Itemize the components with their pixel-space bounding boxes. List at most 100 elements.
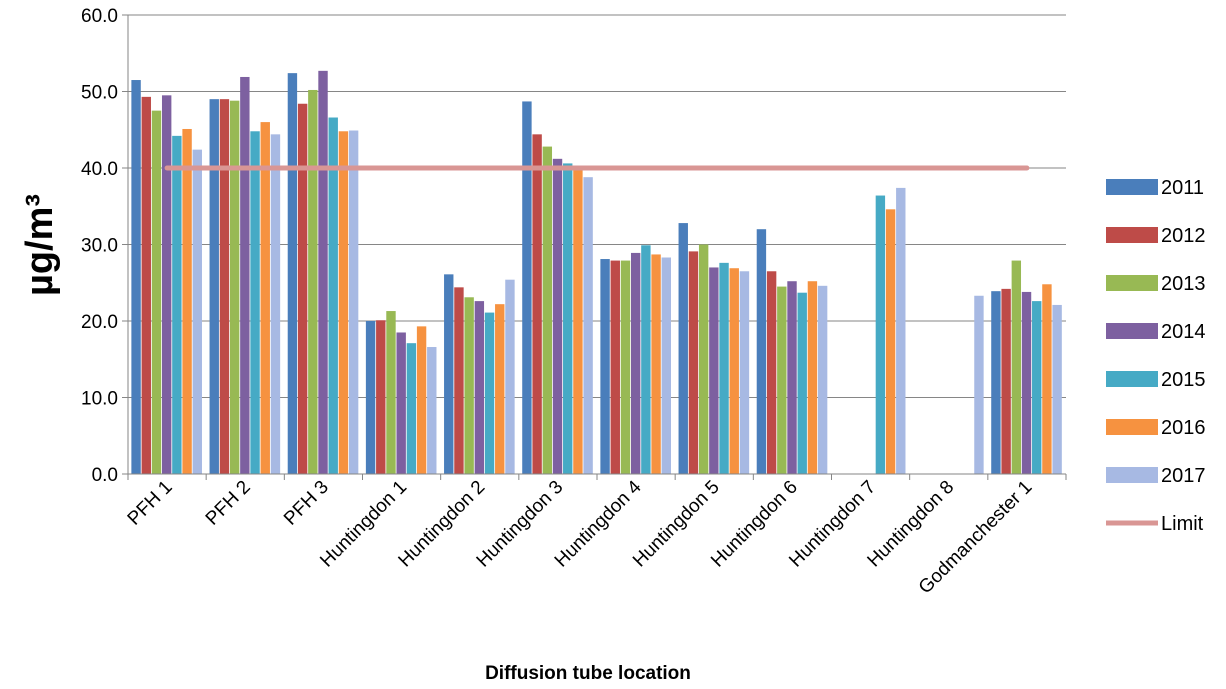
y-tick-label: 10.0 (81, 389, 118, 410)
bar-2013-7 (698, 244, 709, 474)
legend-swatch-2014 (1106, 323, 1158, 339)
bar-2011-4 (444, 274, 454, 474)
y-axis-label: µg/m³ (19, 194, 61, 296)
bar-2014-7 (709, 267, 719, 474)
legend-swatch-2013 (1106, 275, 1158, 291)
bar-2013-5 (542, 146, 553, 474)
bar-2014-6 (630, 252, 641, 474)
legend: 2011 2012 2013 2014 2015 2016 2017 Limit (1106, 177, 1206, 535)
bar-2012-3 (376, 320, 386, 474)
bar-2016-4 (495, 304, 505, 474)
bar-2012-2 (297, 103, 308, 475)
y-tick-label: 60.0 (81, 6, 118, 27)
bar-2014-1 (240, 76, 250, 474)
legend-swatch-2015 (1106, 371, 1158, 387)
bar-2017-5 (583, 177, 593, 474)
bar-2015-4 (484, 312, 495, 474)
bar-2014-5 (552, 158, 563, 474)
bar-2011-6 (600, 259, 610, 474)
bar-2011-0 (131, 80, 141, 474)
bar-2015-2 (328, 117, 338, 474)
bar-2016-1 (260, 122, 270, 474)
bar-2014-4 (474, 301, 485, 474)
x-tick-label: PFH 2 (202, 477, 255, 530)
legend-swatch-2011 (1106, 179, 1158, 195)
bar-2012-6 (610, 260, 620, 474)
bar-2013-2 (308, 89, 318, 474)
x-axis-label: Diffusion tube location (485, 663, 691, 684)
bar-2012-1 (219, 99, 230, 475)
legend-swatch-2016 (1106, 419, 1158, 435)
bar-2017-10 (974, 295, 984, 474)
bar-2014-3 (396, 332, 406, 474)
bar-2015-7 (719, 262, 729, 474)
legend-label-2012: 2012 (1161, 225, 1206, 247)
y-tick-label: 40.0 (81, 159, 118, 180)
bar-2017-4 (505, 279, 515, 474)
legend-swatch-2012 (1106, 227, 1158, 243)
axes (127, 15, 1067, 480)
bar-2015-11 (1032, 301, 1042, 474)
bar-2017-8 (817, 285, 828, 474)
bar-2016-5 (573, 168, 583, 474)
bar-2011-11 (991, 291, 1001, 474)
bar-2012-4 (454, 287, 464, 474)
bar-2017-1 (270, 134, 281, 474)
bar-2017-2 (348, 130, 359, 474)
bar-2013-0 (151, 110, 162, 475)
x-tick-label: PFH 3 (280, 477, 333, 530)
bar-2017-3 (427, 347, 437, 474)
bar-2011-2 (287, 73, 298, 474)
bar-2015-6 (641, 245, 651, 474)
bar-2011-7 (678, 223, 688, 474)
bar-2016-8 (807, 281, 818, 474)
bar-2011-5 (522, 101, 532, 474)
bar-2016-3 (416, 326, 427, 474)
bar-2016-7 (729, 268, 739, 474)
legend-label-2016: 2016 (1161, 417, 1206, 439)
bar-2013-3 (386, 311, 396, 474)
bar-2013-4 (464, 297, 474, 474)
legend-swatch-2017 (1106, 467, 1158, 483)
legend-label-2013: 2013 (1161, 273, 1206, 295)
bar-2011-8 (756, 229, 767, 474)
bar-2014-0 (161, 95, 172, 474)
bar-2016-6 (651, 254, 661, 474)
bar-2017-7 (739, 271, 750, 474)
bar-2015-9 (875, 195, 886, 475)
y-tick-label: 0.0 (92, 465, 118, 486)
legend-label-2017: 2017 (1161, 465, 1206, 487)
bar-2015-0 (172, 135, 182, 474)
bar-2013-6 (620, 260, 631, 474)
bar-2013-11 (1011, 260, 1022, 474)
bar-2011-1 (209, 99, 219, 475)
y-tick-label: 50.0 (81, 83, 118, 104)
bar-2015-8 (797, 292, 807, 474)
legend-label-2011: 2011 (1161, 177, 1204, 199)
y-tick-labels: 0.0 10.0 20.0 30.0 40.0 50.0 60.0 (81, 6, 118, 486)
bar-2012-5 (532, 134, 542, 474)
bar-2016-11 (1042, 284, 1052, 474)
legend-label-2015: 2015 (1161, 369, 1206, 391)
bar-2014-8 (787, 281, 797, 474)
bar-2011-3 (365, 321, 376, 474)
bar-2017-9 (896, 187, 906, 474)
bar-2016-0 (182, 128, 192, 475)
bar-2015-1 (250, 131, 260, 474)
bar-2012-8 (766, 271, 777, 474)
x-tick-label: PFH 1 (124, 477, 177, 530)
bar-2015-5 (563, 163, 573, 474)
grid-lines (122, 14, 1066, 475)
bar-2015-3 (406, 343, 417, 474)
bar-2014-11 (1021, 291, 1032, 474)
bar-2012-7 (688, 251, 699, 474)
bar-2012-0 (141, 96, 151, 475)
bar-2016-9 (885, 209, 896, 474)
bar-2017-0 (192, 149, 202, 474)
y-tick-label: 20.0 (81, 312, 118, 333)
bar-2017-11 (1052, 304, 1062, 474)
bar-2016-2 (338, 131, 349, 474)
bar-2013-1 (229, 100, 240, 475)
